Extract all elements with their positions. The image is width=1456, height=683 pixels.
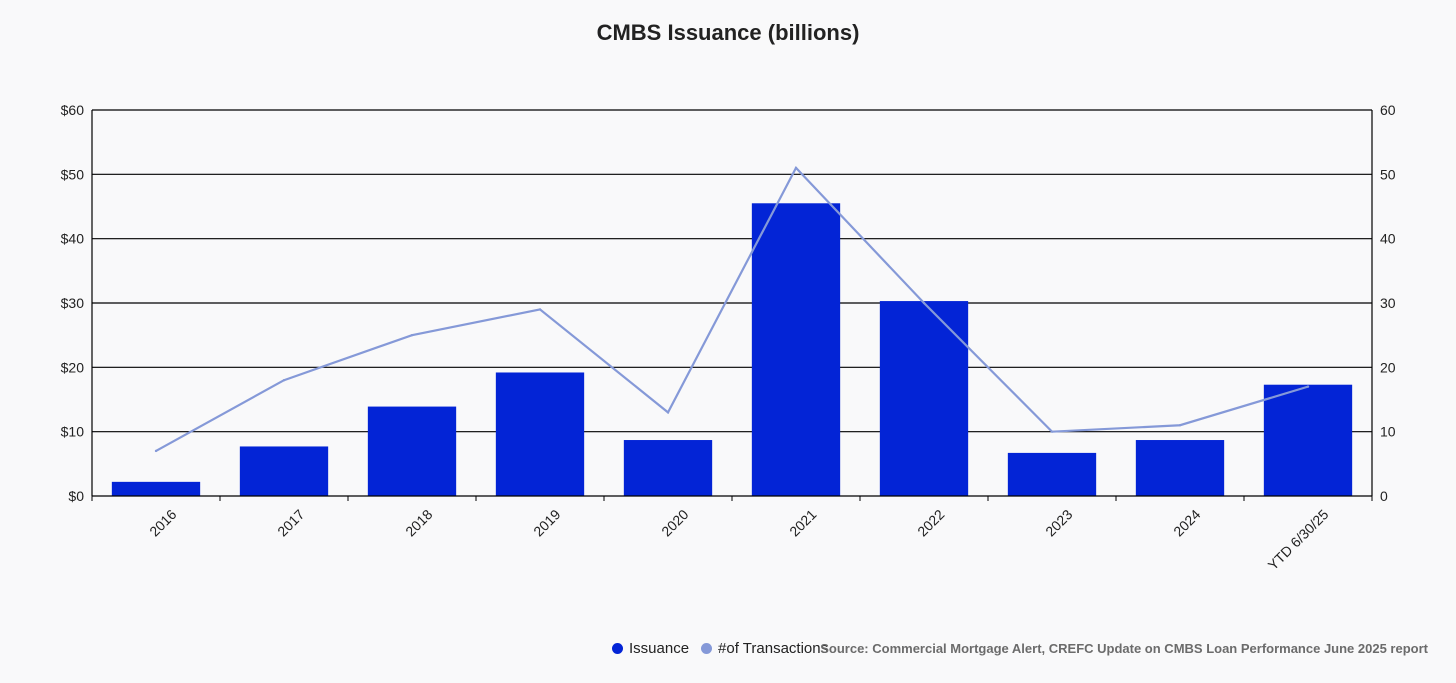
issuance-bar	[1135, 440, 1225, 496]
transactions-point	[794, 166, 798, 170]
issuance-bars	[111, 203, 1353, 497]
legend-label-transactions: #of Transactions	[718, 639, 829, 657]
chart-title: CMBS Issuance (billions)	[596, 20, 860, 45]
issuance-bar	[879, 301, 969, 496]
legend-item-transactions[interactable]: #of Transactions	[701, 640, 828, 657]
transactions-line-path	[155, 166, 1309, 452]
issuance-bar	[495, 372, 585, 496]
x-tick-label: 2016	[146, 506, 179, 539]
x-tick-label: 2020	[658, 506, 691, 539]
y-tick-label: $50	[61, 166, 85, 182]
axes	[91, 110, 1373, 501]
legend: Issuance #of Transactions	[612, 638, 840, 658]
x-tick-label: 2021	[786, 506, 819, 539]
y2-tick-label: 60	[1380, 102, 1396, 118]
y-tick-label: $10	[61, 424, 85, 440]
issuance-bar	[623, 440, 713, 496]
transactions-legend-marker	[701, 642, 713, 654]
y-tick-label: $40	[61, 231, 85, 247]
x-tick-label: 2024	[1170, 506, 1203, 539]
transactions-point	[666, 411, 670, 414]
legend-label-issuance: Issuance	[629, 639, 690, 657]
y-tick-label: $30	[61, 295, 85, 311]
y2-tick-label: 10	[1380, 424, 1396, 440]
y-tick-label: $60	[61, 102, 85, 118]
transactions-point	[154, 449, 158, 453]
x-tick-label: 2023	[1042, 506, 1075, 539]
transactions-point	[282, 379, 286, 382]
issuance-bar	[1263, 384, 1353, 496]
transactions-point	[1050, 430, 1054, 433]
x-tick-label: YTD 6/30/25	[1265, 506, 1332, 573]
y2-tick-label: 50	[1380, 166, 1396, 182]
transactions-line	[154, 166, 1310, 453]
y-tick-label: $0	[68, 488, 84, 504]
transactions-point	[922, 301, 926, 305]
y2-tick-label: 30	[1380, 295, 1396, 311]
transactions-point	[1178, 424, 1182, 427]
y2-tick-label: 40	[1380, 231, 1396, 247]
x-tick-label: 2018	[402, 506, 435, 539]
y2-tick-label: 0	[1380, 488, 1388, 504]
transactions-point	[538, 308, 542, 311]
x-tick-label: 2017	[274, 506, 307, 539]
y2-tick-label: 20	[1380, 359, 1396, 375]
legend-item-issuance[interactable]: Issuance	[612, 640, 689, 657]
source-note: Source: Commercial Mortgage Alert, CREFC…	[820, 641, 1428, 656]
tick-labels: $0 0 $10 10 $20 20 $30 30 $40 40 $50 50 $60 60 2016 201…	[61, 102, 1396, 573]
gridlines	[92, 109, 1372, 433]
issuance-legend-marker	[612, 642, 623, 654]
y-tick-label: $20	[61, 359, 85, 375]
issuance-bar	[367, 406, 457, 496]
x-tick-label: 2022	[914, 506, 947, 539]
issuance-bar	[111, 481, 201, 496]
transactions-point	[410, 333, 414, 337]
issuance-bar	[239, 446, 329, 496]
issuance-bar	[1007, 452, 1097, 496]
x-tick-label: 2019	[530, 506, 563, 539]
issuance-bar	[751, 203, 841, 497]
transactions-point	[1306, 385, 1310, 388]
